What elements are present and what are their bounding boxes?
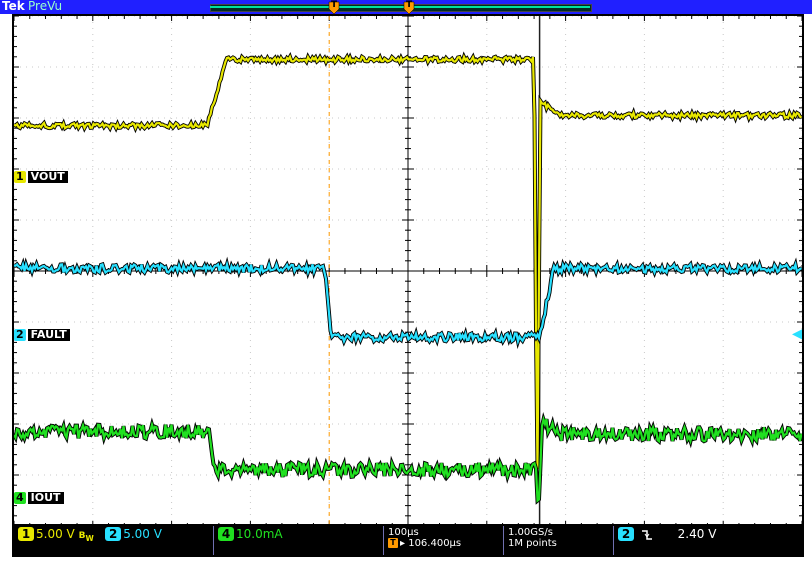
channel-scale-label: 10.0mA (236, 527, 283, 541)
channel-name-label: FAULT (28, 329, 70, 341)
channel-marker-ch2: 2FAULT (14, 329, 70, 341)
record-indicator-line (210, 6, 590, 8)
bw-limit-icon: BW (79, 531, 94, 541)
trigger-source-badge: 2 (618, 527, 634, 541)
brand-label: Tek (2, 0, 25, 13)
record-length-label: 1M points (508, 538, 609, 549)
timebase-label: 100µs (388, 527, 499, 538)
channel-scale-label: 5.00 V (36, 527, 75, 541)
trigger-edge-icon (640, 528, 654, 542)
waveform-svg (14, 16, 802, 526)
channel-badge: 4 (218, 527, 234, 541)
trigger-level-arrow-icon: ◀ (792, 328, 804, 340)
channel-marker-ch4: 4IOUT (14, 492, 64, 504)
acquisition-cell: 1.00GS/s 1M points (504, 526, 614, 555)
sample-rate-label: 1.00GS/s (508, 527, 609, 538)
trigger-position-marker-icon: T (328, 1, 340, 13)
channel-scale-cell-b: 410.0mA (214, 526, 384, 555)
channel-scale-label: 5.00 V (123, 527, 162, 541)
timebase-cell: 100µs T▸ 106.400µs (384, 526, 504, 555)
acquisition-mode-label: PreVu (28, 0, 62, 13)
channel-badge: 1 (14, 171, 26, 183)
channel-scale-cell-a: 15.00 V BW 25.00 V (14, 526, 214, 555)
channel-badge: 2 (14, 329, 26, 341)
scope-topbar: Tek PreVu T T (0, 0, 812, 14)
trigger-delay-row: T▸ 106.400µs (388, 538, 499, 549)
channel-name-label: IOUT (28, 492, 64, 504)
waveform-plot: 1VOUT 2FAULT 4IOUT ◀ (12, 14, 804, 528)
trigger-cell: 2 2.40 V (614, 526, 802, 555)
oscilloscope-screenshot: Tek PreVu TT 1VOUT2FAULT4IOUT ◀ 15.00 V … (0, 0, 812, 563)
trigger-delay-value: 106.400µs (408, 538, 461, 549)
scope-bottombar: 15.00 V BW 25.00 V 410.0mA 100µs T▸ 106.… (12, 524, 804, 557)
channel-marker-ch1: 1VOUT (14, 171, 68, 183)
channel-badge: 2 (105, 527, 121, 541)
channel-name-label: VOUT (28, 171, 68, 183)
trigger-position-marker-icon: T (403, 1, 415, 13)
channel-badge: 1 (18, 527, 34, 541)
channel-badge: 4 (14, 492, 26, 504)
trigger-delay-icon: T (388, 538, 398, 548)
trigger-level-label: 2.40 V (678, 527, 717, 541)
